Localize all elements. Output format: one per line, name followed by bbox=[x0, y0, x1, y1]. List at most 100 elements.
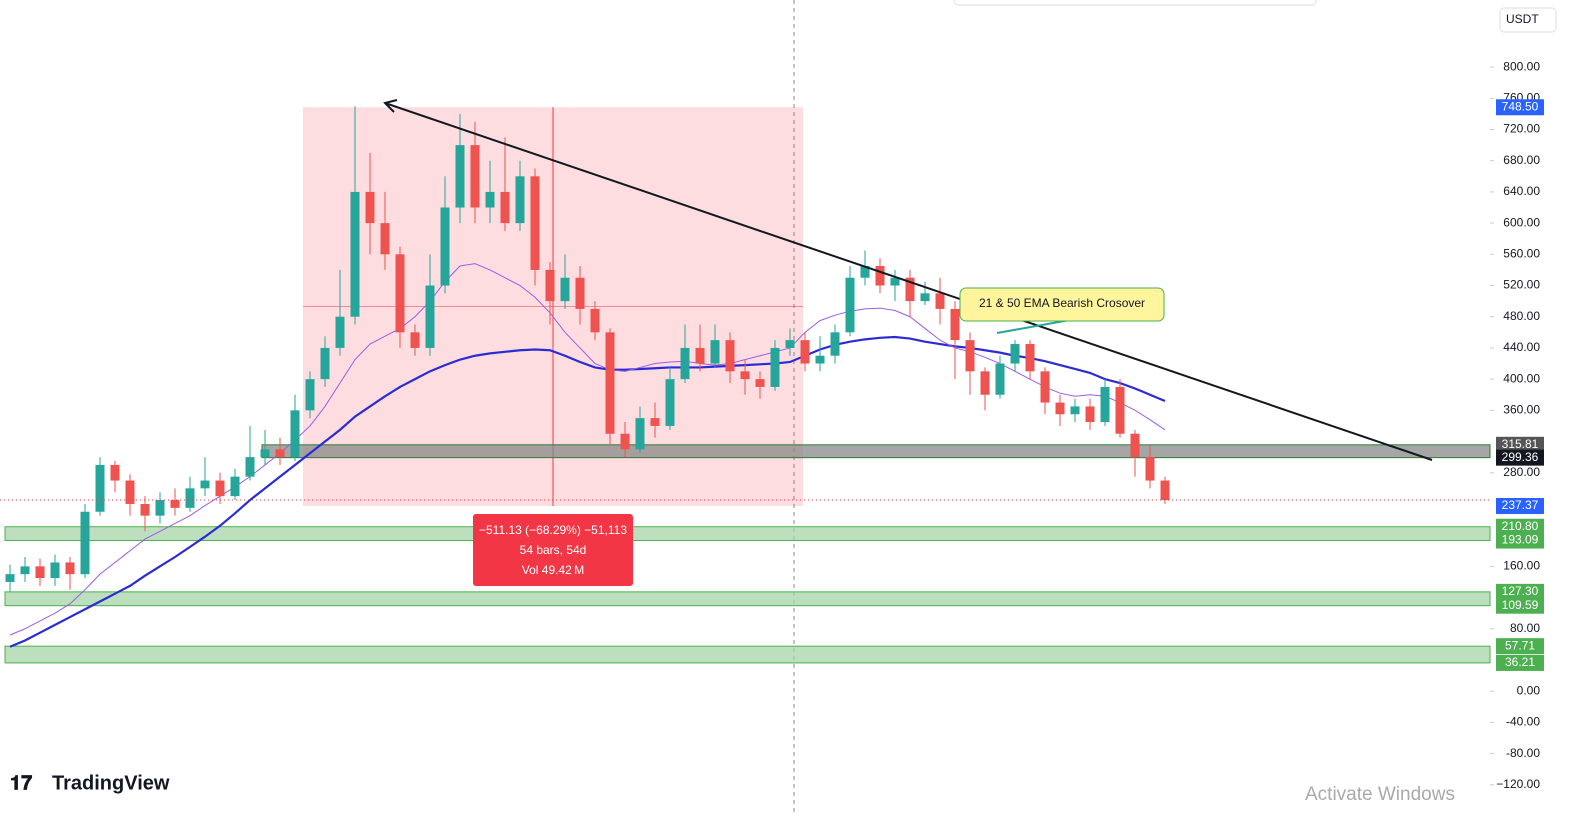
candle-body bbox=[380, 223, 390, 255]
candle-body bbox=[485, 191, 495, 208]
candle-body bbox=[185, 488, 195, 508]
candle-body bbox=[530, 176, 540, 270]
price-tag bbox=[1496, 436, 1544, 453]
logo-mark: 𝟏𝟕 bbox=[10, 772, 32, 794]
y-tick-label: 680.00 bbox=[1503, 153, 1540, 167]
candle-body bbox=[695, 347, 705, 364]
price-tag bbox=[1496, 654, 1544, 671]
y-tick-label: 640.00 bbox=[1503, 184, 1540, 198]
candle-body bbox=[590, 308, 600, 333]
branding: TradingView bbox=[52, 772, 170, 794]
y-tick-label: 360.00 bbox=[1503, 403, 1540, 417]
candle-body bbox=[890, 277, 900, 286]
zone bbox=[261, 444, 1491, 459]
candle-body bbox=[305, 379, 315, 411]
candle-body bbox=[725, 340, 735, 372]
candle-body bbox=[845, 277, 855, 333]
candle-body bbox=[545, 269, 555, 302]
candle-body bbox=[200, 480, 210, 489]
candle-body bbox=[680, 347, 690, 380]
y-tick-label: 160.00 bbox=[1503, 559, 1540, 573]
price-tag bbox=[1496, 518, 1544, 535]
candle-body bbox=[920, 293, 930, 302]
candle-body bbox=[1055, 402, 1065, 415]
measure-label: 54 bars, 54d bbox=[520, 543, 587, 557]
candle-body bbox=[455, 145, 465, 208]
candle-body bbox=[995, 363, 1005, 395]
currency[interactable]: USDT bbox=[1506, 12, 1539, 26]
price-tag-label: 210.80 bbox=[1502, 519, 1539, 533]
candle-body bbox=[410, 332, 420, 348]
candle-body bbox=[1040, 371, 1050, 403]
candle-body bbox=[965, 340, 975, 372]
candle-body bbox=[1145, 457, 1155, 481]
price-tag bbox=[1496, 597, 1544, 614]
candle-body bbox=[290, 410, 300, 458]
candle-body bbox=[155, 500, 165, 516]
candle-body bbox=[275, 449, 285, 458]
candle-body bbox=[50, 562, 60, 579]
y-tick-label: 400.00 bbox=[1503, 371, 1540, 385]
trend-arrow bbox=[383, 99, 398, 113]
price-tag bbox=[1496, 532, 1544, 549]
zone bbox=[4, 645, 1491, 664]
candle-body bbox=[620, 433, 630, 450]
candle-body bbox=[350, 191, 360, 317]
candle-body bbox=[80, 511, 90, 575]
candle-body bbox=[170, 500, 180, 508]
candle-body bbox=[950, 308, 960, 341]
candle-body bbox=[470, 145, 480, 208]
candle-body bbox=[650, 418, 660, 426]
zone bbox=[4, 591, 1491, 607]
candle-body bbox=[110, 464, 120, 481]
measure-label: Vol 49.42 M bbox=[522, 563, 584, 577]
candle-body bbox=[935, 293, 945, 309]
y-tick-label: 280.00 bbox=[1503, 465, 1540, 479]
annotation: 21 & 50 EMA Bearish Crosover bbox=[979, 296, 1145, 310]
measure-label: −511.13 (−68.29%) −51,113 bbox=[479, 523, 627, 537]
candle-body bbox=[1025, 344, 1035, 372]
candle-body bbox=[500, 191, 510, 224]
candle-body bbox=[515, 176, 525, 224]
price-tag-label: 127.30 bbox=[1502, 584, 1539, 598]
candle-body bbox=[770, 347, 780, 387]
price-tag-label: 57.71 bbox=[1505, 638, 1535, 652]
candle-body bbox=[1100, 386, 1110, 423]
price-tag bbox=[1496, 498, 1544, 515]
price-tag bbox=[1496, 449, 1544, 466]
price-tag-label: 36.21 bbox=[1505, 655, 1535, 669]
candle-body bbox=[875, 266, 885, 286]
y-tick-label: -40.00 bbox=[1506, 715, 1540, 729]
candle-body bbox=[5, 574, 15, 582]
candle-body bbox=[980, 371, 990, 395]
y-tick-label: -80.00 bbox=[1506, 746, 1540, 760]
price-tag-label: 109.59 bbox=[1502, 598, 1539, 612]
y-tick-label: 720.00 bbox=[1503, 122, 1540, 136]
candle-body bbox=[575, 277, 585, 309]
zone bbox=[4, 526, 1491, 542]
price-tag bbox=[1496, 638, 1544, 655]
candle-body bbox=[710, 340, 720, 364]
candle-body bbox=[1010, 344, 1020, 364]
candle-body bbox=[665, 379, 675, 426]
candle-body bbox=[815, 355, 825, 364]
candle-body bbox=[1115, 386, 1125, 434]
candle-body bbox=[245, 457, 255, 477]
candle-body bbox=[605, 332, 615, 434]
currency-button[interactable] bbox=[1499, 7, 1557, 33]
price-tag bbox=[1496, 583, 1544, 600]
y-tick-label: 80.00 bbox=[1510, 621, 1540, 635]
candle-body bbox=[35, 566, 45, 579]
price-tag-label: 299.36 bbox=[1502, 450, 1539, 464]
candle-body bbox=[440, 207, 450, 286]
candle-body bbox=[335, 316, 345, 348]
candle-body bbox=[95, 464, 105, 512]
y-tick-label: 440.00 bbox=[1503, 340, 1540, 354]
candle-body bbox=[425, 285, 435, 348]
candle-body bbox=[1085, 406, 1095, 423]
candle-body bbox=[215, 480, 225, 497]
candle-body bbox=[230, 476, 240, 497]
